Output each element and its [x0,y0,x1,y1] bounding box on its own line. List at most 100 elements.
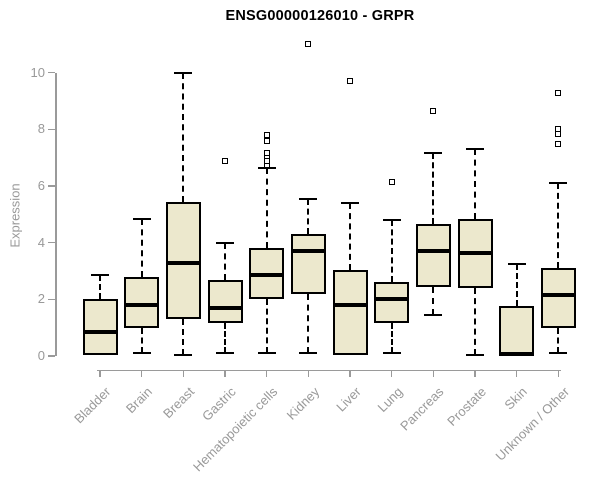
box-bladder [82,299,118,355]
y-axis-label: Expression [7,183,23,248]
x-category-label: Pancreas [397,384,447,434]
whisker-upper [390,220,393,283]
y-tick-mark [48,71,55,74]
x-category-label: Breast [159,384,197,422]
outlier-point [222,157,228,164]
whisker-cap-upper [424,152,443,155]
median-line [165,260,201,265]
x-category-label: Unknown / Other [492,384,572,464]
x-tick-mark [182,369,185,377]
whisker-upper [307,198,310,235]
whisker-cap-upper [216,241,234,244]
whisker-cap-upper [299,197,318,200]
whisker-lower [307,293,310,354]
y-tick-label: 10 [30,64,45,80]
box-pancreas [415,224,451,287]
box-gastric [207,279,243,324]
median-line [124,303,160,307]
whisker-cap-upper [549,182,568,185]
x-tick-mark [390,369,393,377]
box-brain [124,276,160,328]
chart-title: ENSG00000126010 - GRPR [225,8,415,24]
x-category-label: Bladder [71,384,114,427]
whisker-cap-upper [507,262,526,265]
y-tick-label: 0 [37,348,45,363]
x-tick-mark [140,369,143,377]
whisker-cap-lower [257,352,276,355]
median-line [457,250,493,255]
whisker-upper [515,263,518,307]
median-line [82,329,118,334]
whisker-lower [432,286,435,315]
y-tick-mark [48,355,55,357]
x-category-label: Brain [123,384,156,417]
whisker-cap-lower [132,352,151,355]
whisker-lower [224,323,226,354]
y-tick-label: 8 [37,121,45,137]
whisker-upper [474,149,477,219]
whisker-cap-lower [382,352,401,355]
x-tick-mark [99,369,101,377]
median-line [415,249,451,254]
whisker-cap-upper [341,202,360,205]
median-line [332,303,368,307]
whisker-lower [140,327,143,354]
whisker-cap-lower [174,353,193,356]
y-tick-mark [48,185,55,187]
whisker-upper [265,167,268,249]
whisker-upper [349,203,352,270]
whisker-upper [557,183,560,269]
whisker-cap-lower [549,352,568,355]
whisker-upper [432,153,435,225]
whisker-lower [557,327,560,354]
box-kidney [290,234,326,294]
x-category-label: Skin [501,384,531,413]
whisker-lower [265,299,268,354]
whisker-cap-upper [382,219,401,222]
whisker-lower [390,323,393,354]
y-axis-line [55,72,57,356]
box-lung [374,282,410,324]
outlier-point [347,78,354,85]
whisker-upper [182,72,185,202]
x-tick-mark [557,369,560,377]
y-tick-mark [48,241,55,244]
x-tick-mark [349,369,351,377]
whisker-cap-lower [299,352,318,355]
y-tick-label: 6 [37,178,45,194]
whisker-cap-upper [466,148,485,151]
x-tick-mark [432,369,435,377]
y-tick-label: 4 [37,234,45,250]
whisker-cap-lower [466,353,485,356]
outlier-point [388,178,395,185]
y-tick-mark [48,298,55,301]
outlier-point [305,41,312,48]
x-category-label: Liver [333,384,364,415]
median-line [207,305,243,310]
outlier-point [555,140,562,147]
x-tick-mark [224,369,226,377]
box-unknown-other [540,268,576,328]
x-category-label: Gastric [198,384,239,424]
outlier-point [555,89,562,96]
median-line [499,352,535,357]
outlier-point [430,107,437,114]
x-category-label: Kidney [283,384,322,423]
whisker-cap-upper [91,274,109,277]
whisker-cap-upper [174,71,193,74]
x-tick-mark [474,369,476,377]
median-line [249,273,285,278]
median-line [374,297,410,302]
median-line [290,249,326,254]
x-tick-mark [265,369,268,377]
x-axis-line [97,369,562,371]
outlier-point [263,150,270,157]
x-category-label: Prostate [443,384,489,429]
whisker-cap-lower [216,352,234,355]
y-tick-label: 2 [37,291,45,307]
whisker-upper [99,275,101,300]
x-tick-mark [515,369,518,377]
y-tick-mark [48,128,55,131]
outlier-point [555,126,562,133]
